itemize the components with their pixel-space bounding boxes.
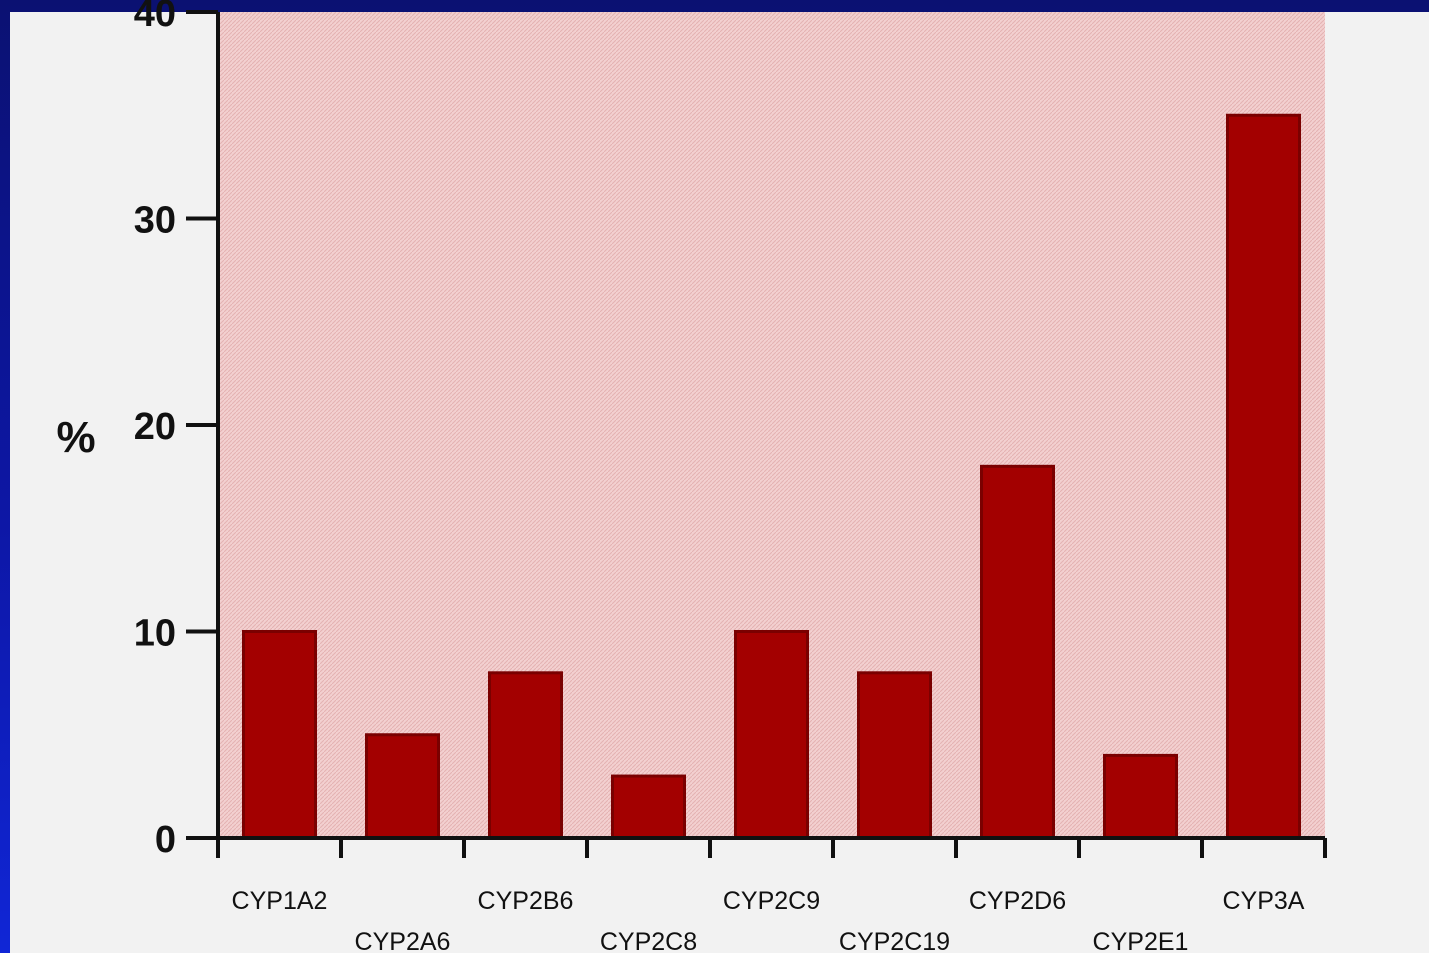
x-category-label: CYP2C9 (723, 887, 820, 915)
y-tick-label: 10 (134, 613, 176, 655)
x-category-label: CYP2A6 (355, 928, 451, 953)
bar-cyp2b6 (488, 671, 563, 840)
bar-cyp2c19 (857, 671, 932, 840)
y-axis-label: % (56, 413, 95, 462)
x-category-label: CYP2C8 (600, 928, 697, 953)
bar-cyp2e1 (1103, 753, 1178, 840)
y-tick-label: 20 (134, 406, 176, 448)
bar-cyp3a (1226, 113, 1301, 840)
x-category-label: CYP2D6 (969, 887, 1066, 915)
bar-cyp2d6 (980, 464, 1055, 840)
x-category-label: CYP2B6 (478, 887, 574, 915)
y-tick-label: 0 (155, 819, 176, 861)
y-tick-label: 30 (134, 200, 176, 242)
x-category-label: CYP1A2 (232, 887, 328, 915)
bar-cyp2a6 (365, 733, 440, 840)
bar-cyp2c9 (734, 630, 809, 840)
bar-cyp1a2 (242, 630, 317, 840)
bar-cyp2c8 (611, 774, 686, 840)
y-tick-label: 40 (134, 0, 176, 35)
x-category-label: CYP3A (1223, 887, 1305, 915)
x-category-label: CYP2E1 (1093, 928, 1189, 953)
x-category-label: CYP2C19 (839, 928, 950, 953)
